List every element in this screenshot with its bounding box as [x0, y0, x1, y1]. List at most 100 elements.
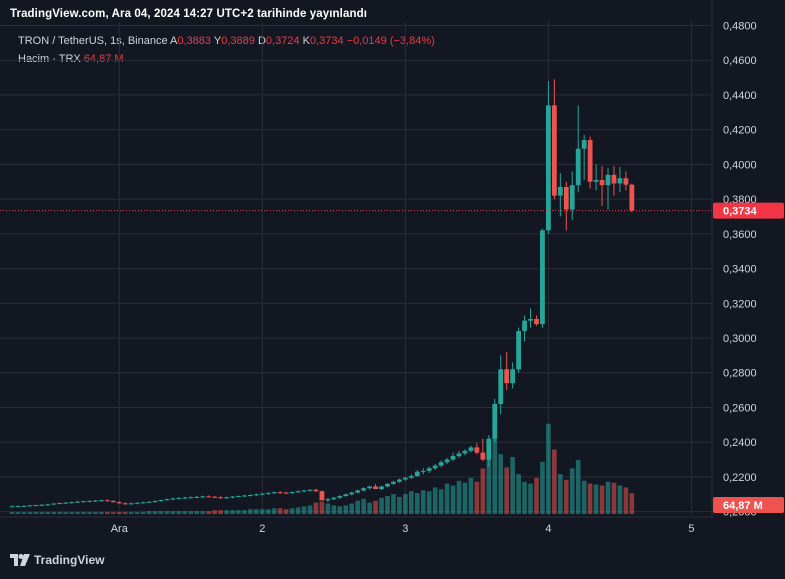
- candle: [99, 499, 104, 502]
- candle-body: [69, 502, 74, 504]
- candle: [355, 489, 361, 494]
- candle-body: [271, 492, 277, 494]
- volume-bar: [414, 493, 420, 514]
- candle: [510, 362, 516, 389]
- candle: [176, 497, 182, 500]
- volume-bar: [45, 512, 51, 514]
- candle: [57, 502, 63, 505]
- candle-body: [116, 502, 122, 504]
- candle: [540, 228, 545, 328]
- y-tick-label: 0,2200: [723, 472, 757, 484]
- candle-body: [474, 447, 480, 453]
- candle-body: [283, 492, 289, 494]
- candle-body: [599, 180, 605, 186]
- volume-bar: [75, 512, 80, 514]
- candle-body: [188, 497, 194, 499]
- y-tick-label: 0,2800: [723, 368, 757, 380]
- volume-bar: [51, 512, 57, 514]
- x-tick-label: 3: [402, 523, 408, 535]
- volume-bar: [349, 503, 355, 514]
- candle: [551, 79, 557, 200]
- volume-bar: [528, 483, 533, 514]
- volume-bar: [21, 512, 27, 514]
- volume-bar: [140, 512, 146, 514]
- candle: [158, 499, 164, 502]
- volume-bar: [260, 509, 265, 514]
- candle: [253, 493, 259, 497]
- candle: [581, 134, 587, 181]
- candle: [379, 485, 384, 491]
- candle: [206, 495, 212, 498]
- candle-body: [134, 502, 140, 504]
- brand-name: TradingView: [34, 553, 105, 567]
- candle-body: [265, 492, 271, 494]
- volume-bar: [420, 490, 426, 514]
- candle: [593, 164, 599, 191]
- candle: [575, 105, 581, 193]
- volume-bar: [462, 482, 468, 514]
- candle-body: [450, 456, 456, 460]
- candle: [21, 505, 27, 507]
- volume-bar: [164, 511, 170, 514]
- candle-body: [540, 230, 545, 325]
- candle: [212, 496, 218, 499]
- candle: [498, 355, 504, 415]
- volume-bar: [105, 512, 110, 514]
- candle-body: [9, 506, 15, 508]
- candle-body: [438, 462, 444, 466]
- candle-body: [397, 479, 402, 482]
- candle: [283, 491, 289, 495]
- current-price-label: 0,3734: [723, 206, 758, 218]
- volume-bar: [367, 502, 372, 514]
- candle-body: [200, 496, 206, 498]
- volume-bar: [158, 511, 164, 514]
- candle-body: [551, 105, 557, 196]
- candle: [301, 489, 307, 493]
- candle-body: [51, 503, 57, 505]
- open-value: 0,3883: [177, 35, 212, 47]
- candle-body: [212, 496, 218, 498]
- candle: [617, 166, 623, 193]
- candle-body: [248, 494, 253, 496]
- candle-body: [426, 468, 432, 471]
- candle-body: [361, 488, 367, 491]
- candle-body: [206, 496, 212, 498]
- candle-body: [385, 483, 390, 487]
- volume-bar: [391, 494, 396, 514]
- volume-label[interactable]: Hacim · TRX: [18, 53, 81, 65]
- change-value: −0,0149 (−3,84%): [346, 35, 435, 47]
- candle-body: [57, 502, 63, 504]
- candle: [271, 491, 277, 495]
- close-value: 0,3734: [309, 35, 344, 47]
- volume-bar: [200, 511, 206, 514]
- candle: [194, 496, 200, 499]
- candle-body: [289, 492, 295, 494]
- candle: [504, 351, 510, 391]
- candle-body: [373, 486, 378, 490]
- candle-body: [408, 476, 414, 478]
- volume-bar: [492, 420, 498, 514]
- volume-bar: [63, 512, 68, 514]
- volume-bar: [540, 461, 545, 514]
- candle: [474, 443, 480, 455]
- candle: [391, 480, 396, 485]
- volume-value: 64,87 M: [83, 53, 124, 65]
- volume-bar: [152, 511, 158, 514]
- candle-body: [21, 505, 27, 507]
- candle: [39, 504, 45, 506]
- volume-bar: [111, 512, 116, 514]
- symbol-label[interactable]: TRON / TetherUS, 1s, Binance: [18, 35, 168, 47]
- candle-body: [629, 184, 635, 211]
- volume-bar: [558, 474, 563, 514]
- y-tick-label: 0,2600: [723, 402, 757, 414]
- candle: [307, 489, 313, 492]
- volume-bar: [373, 500, 378, 514]
- high-label: Y: [213, 35, 222, 47]
- candle: [337, 495, 343, 499]
- volume-bar: [587, 483, 593, 514]
- candle: [325, 497, 331, 503]
- volume-bar: [593, 484, 599, 514]
- candle: [140, 501, 146, 504]
- candle: [343, 493, 349, 497]
